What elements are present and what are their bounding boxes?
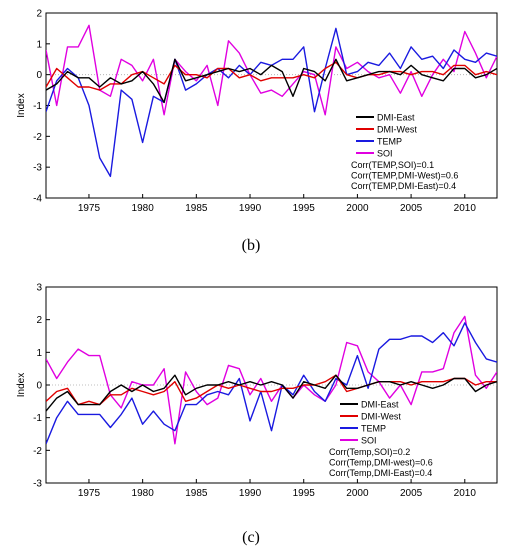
y-tick-label: -3 (33, 163, 42, 174)
y-tick-label: 3 (36, 283, 42, 294)
legend-label-dmi-east: DMI-East (361, 400, 399, 410)
y-tick-label: 0 (36, 381, 42, 392)
y-axis-label: Index (16, 373, 27, 397)
y-tick-label: -1 (33, 101, 42, 112)
x-tick-label: 1990 (239, 203, 262, 214)
correlation-annotation: Corr(Temp,DMI-East)=0.4 (329, 468, 432, 478)
series-line-dmi-east (46, 374, 497, 412)
series-line-temp (46, 27, 497, 178)
chart-panel-1: -4 -3 -2 -1 0 1 2 1975 1980 1985 1990 1995 2000 2005 2… (16, 9, 498, 254)
correlation-annotation: Corr(Temp,SOI)=0.2 (329, 447, 410, 457)
y-tick-label: 1 (36, 39, 42, 50)
legend-label-temp: TEMP (377, 137, 402, 147)
x-tick-label: 2010 (454, 488, 477, 499)
correlation-annotation: Corr(TEMP,SOI)=0.1 (351, 160, 434, 170)
legend-label-dmi-east: DMI-East (377, 113, 415, 123)
correlation-annotation: Corr(Temp,DMI-west)=0.6 (329, 458, 433, 468)
x-tick-label: 1985 (185, 488, 208, 499)
chart-panel-2: -3 -2 -1 0 1 2 3 1975 1980 1985 1990 1995 2000 2005 20… (16, 283, 498, 546)
x-tick-label: 1995 (293, 488, 316, 499)
y-tick-label: -4 (33, 194, 42, 205)
series-line-temp (46, 322, 497, 445)
legend-label-dmi-west: DMI-West (361, 412, 401, 422)
legend-label-soi: SOI (377, 149, 393, 159)
y-tick-label: -1 (33, 413, 42, 424)
correlation-annotation: Corr(TEMP,DMI-East)=0.4 (351, 181, 456, 191)
y-tick-label: -2 (33, 446, 42, 457)
series-line-soi (46, 24, 497, 116)
series-line-soi (46, 315, 497, 445)
y-tick-label: 2 (36, 9, 42, 20)
x-tick-label: 2005 (400, 203, 423, 214)
y-tick-label: 2 (36, 315, 42, 326)
x-tick-label: 1975 (78, 488, 101, 499)
y-tick-label: -3 (33, 479, 42, 490)
x-tick-label: 2010 (454, 203, 477, 214)
x-tick-label: 1990 (239, 488, 262, 499)
panel-label: (b) (242, 237, 261, 254)
legend-label-dmi-west: DMI-West (377, 125, 417, 135)
x-tick-label: 1985 (185, 203, 208, 214)
y-tick-label: -2 (33, 132, 42, 143)
y-tick-label: 0 (36, 70, 42, 81)
x-tick-label: 1995 (293, 203, 316, 214)
series-line-dmi-east (46, 58, 497, 104)
legend-label-temp: TEMP (361, 424, 386, 434)
x-tick-label: 1980 (132, 203, 155, 214)
x-tick-label: 1980 (132, 488, 155, 499)
x-tick-label: 2005 (400, 488, 423, 499)
series-line-dmi-west (46, 374, 497, 406)
y-tick-label: 1 (36, 348, 42, 359)
x-tick-label: 2000 (346, 488, 369, 499)
y-axis-label: Index (16, 93, 27, 117)
legend-label-soi: SOI (361, 436, 377, 446)
correlation-annotation: Corr(TEMP,DMI-West)=0.6 (351, 171, 458, 181)
x-tick-label: 2000 (346, 203, 369, 214)
x-tick-label: 1975 (78, 203, 101, 214)
panel-label: (c) (242, 529, 260, 546)
